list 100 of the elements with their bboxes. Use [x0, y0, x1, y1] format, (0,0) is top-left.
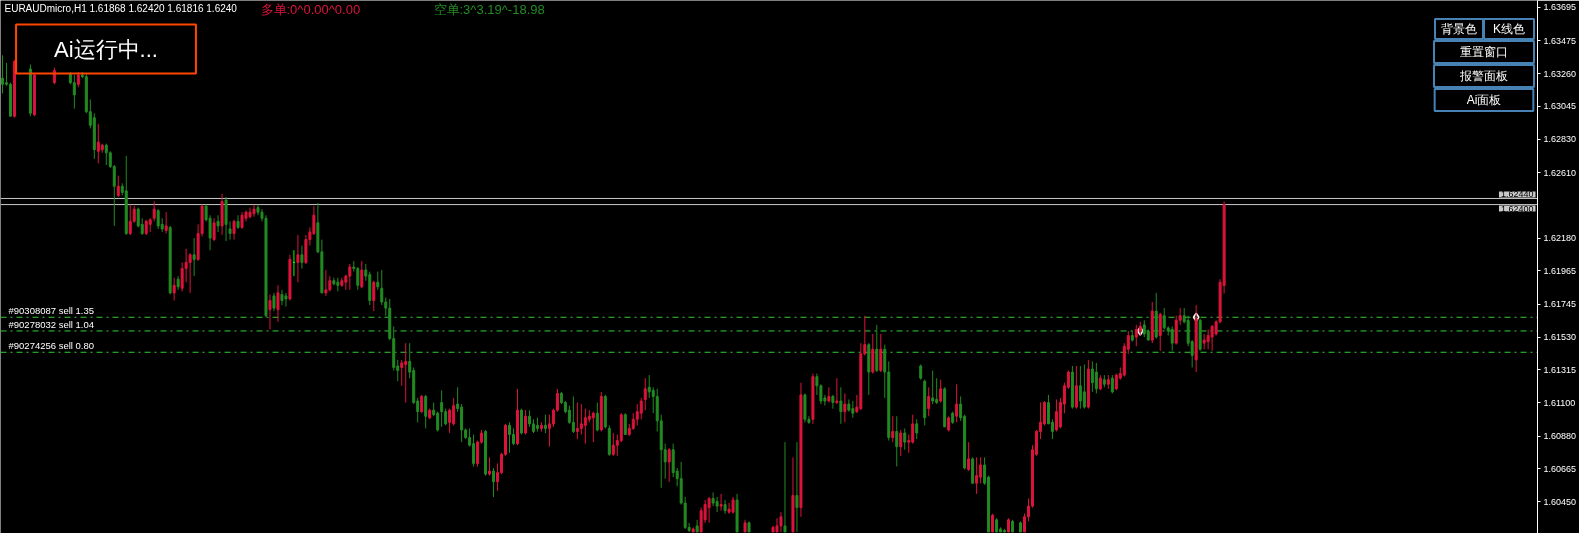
candlestick [324, 269, 328, 297]
ref-line-label: #90274256 sell 0.80 [8, 340, 95, 352]
candlestick [871, 333, 875, 375]
candlestick [1, 54, 4, 94]
candlestick [192, 237, 196, 277]
candlestick [448, 408, 452, 434]
candlestick [635, 403, 639, 426]
candlestick [979, 456, 983, 484]
candlestick [611, 432, 615, 457]
candlestick [1134, 324, 1138, 347]
candlestick [843, 392, 847, 423]
candlestick [927, 386, 931, 417]
candlestick [284, 292, 288, 308]
candlestick [280, 289, 284, 306]
candlestick [723, 499, 727, 515]
candlestick [356, 266, 360, 291]
candlestick [623, 412, 627, 436]
candlestick [783, 441, 787, 533]
candlestick [400, 359, 404, 387]
candlestick [488, 456, 492, 477]
candlestick [639, 397, 643, 420]
y-tick-label: 1.62830 [1543, 134, 1577, 145]
candlestick [543, 414, 547, 434]
ref-line-label: #90308087 sell 1.35 [8, 305, 95, 317]
candlestick [1090, 360, 1094, 393]
candlestick [216, 214, 220, 233]
y-tick-label: 1.63260 [1543, 68, 1577, 79]
candlestick [440, 389, 444, 428]
candlestick [643, 377, 647, 411]
candlestick [899, 429, 903, 457]
candlestick [380, 269, 384, 306]
candlestick [1078, 365, 1082, 410]
candlestick [931, 370, 935, 405]
candlestick [376, 271, 380, 291]
annotation: 多单:0^0.00^0.00 [260, 1, 361, 17]
y-tick-label: 1.60665 [1543, 463, 1577, 474]
candlestick [967, 441, 971, 472]
candlestick [719, 493, 723, 512]
candlestick [595, 402, 599, 432]
candlestick [591, 411, 595, 443]
annotation: Ai面板 [1466, 93, 1502, 107]
candlestick [1054, 398, 1058, 432]
candlestick [164, 211, 168, 234]
candlestick [575, 402, 579, 440]
candlestick [831, 394, 835, 410]
candlestick [955, 383, 959, 423]
candlestick [460, 403, 464, 443]
y-tick-label: 1.61100 [1543, 397, 1576, 408]
candlestick [879, 333, 883, 373]
y-tick-label: 1.61530 [1543, 332, 1577, 343]
candlestick [519, 408, 523, 436]
candlestick [236, 214, 240, 230]
candlestick [360, 260, 364, 289]
candlestick [508, 421, 511, 454]
y-tick-label: 1.60450 [1543, 496, 1577, 507]
ref-line-label: 1.62440 [1500, 189, 1534, 200]
candlestick [895, 415, 899, 467]
candlestick [1082, 363, 1086, 410]
candlestick [579, 403, 583, 436]
candlestick [935, 377, 939, 405]
candlestick [839, 386, 843, 425]
candlestick [779, 511, 783, 533]
candlestick [452, 397, 456, 426]
candlestick [348, 263, 352, 291]
candlestick [1094, 362, 1098, 394]
candlestick [492, 467, 496, 498]
annotation: 重置窗口 [1460, 45, 1508, 59]
candlestick [252, 204, 256, 218]
candlestick [276, 284, 280, 323]
candlestick [212, 217, 216, 242]
annotation: Ai运行中... [54, 36, 158, 62]
candlestick [96, 123, 100, 164]
candlestick [1210, 324, 1214, 352]
candlestick [911, 414, 915, 445]
candlestick [939, 379, 943, 404]
candlestick [1170, 325, 1174, 352]
candlestick [272, 292, 276, 312]
candlestick [420, 394, 424, 414]
chart-title: EURAUDmicro,H1 1.61868 1.62420 1.61816 1.6240 [4, 2, 238, 14]
candlestick [583, 408, 587, 445]
candlestick [1206, 328, 1210, 350]
y-tick-label: 1.63695 [1543, 2, 1577, 13]
candlestick [975, 456, 979, 495]
candlestick [188, 252, 192, 294]
y-tick-label: 1.61745 [1543, 299, 1577, 310]
candlestick [268, 293, 272, 330]
candlestick [827, 386, 831, 404]
y-tick-label: 1.61315 [1543, 364, 1577, 375]
candlestick [104, 143, 108, 166]
candlestick [72, 74, 76, 110]
y-tick-label: 1.63475 [1543, 35, 1577, 46]
candlestick [296, 234, 300, 283]
candlestick [795, 441, 799, 533]
candlestick [715, 496, 719, 513]
candlestick [472, 434, 476, 467]
candlestick [875, 324, 879, 373]
candlestick [523, 409, 527, 436]
y-tick-label: 1.60880 [1543, 431, 1577, 442]
candlestick [116, 175, 120, 198]
annotation: 报警面板 [1459, 69, 1508, 83]
